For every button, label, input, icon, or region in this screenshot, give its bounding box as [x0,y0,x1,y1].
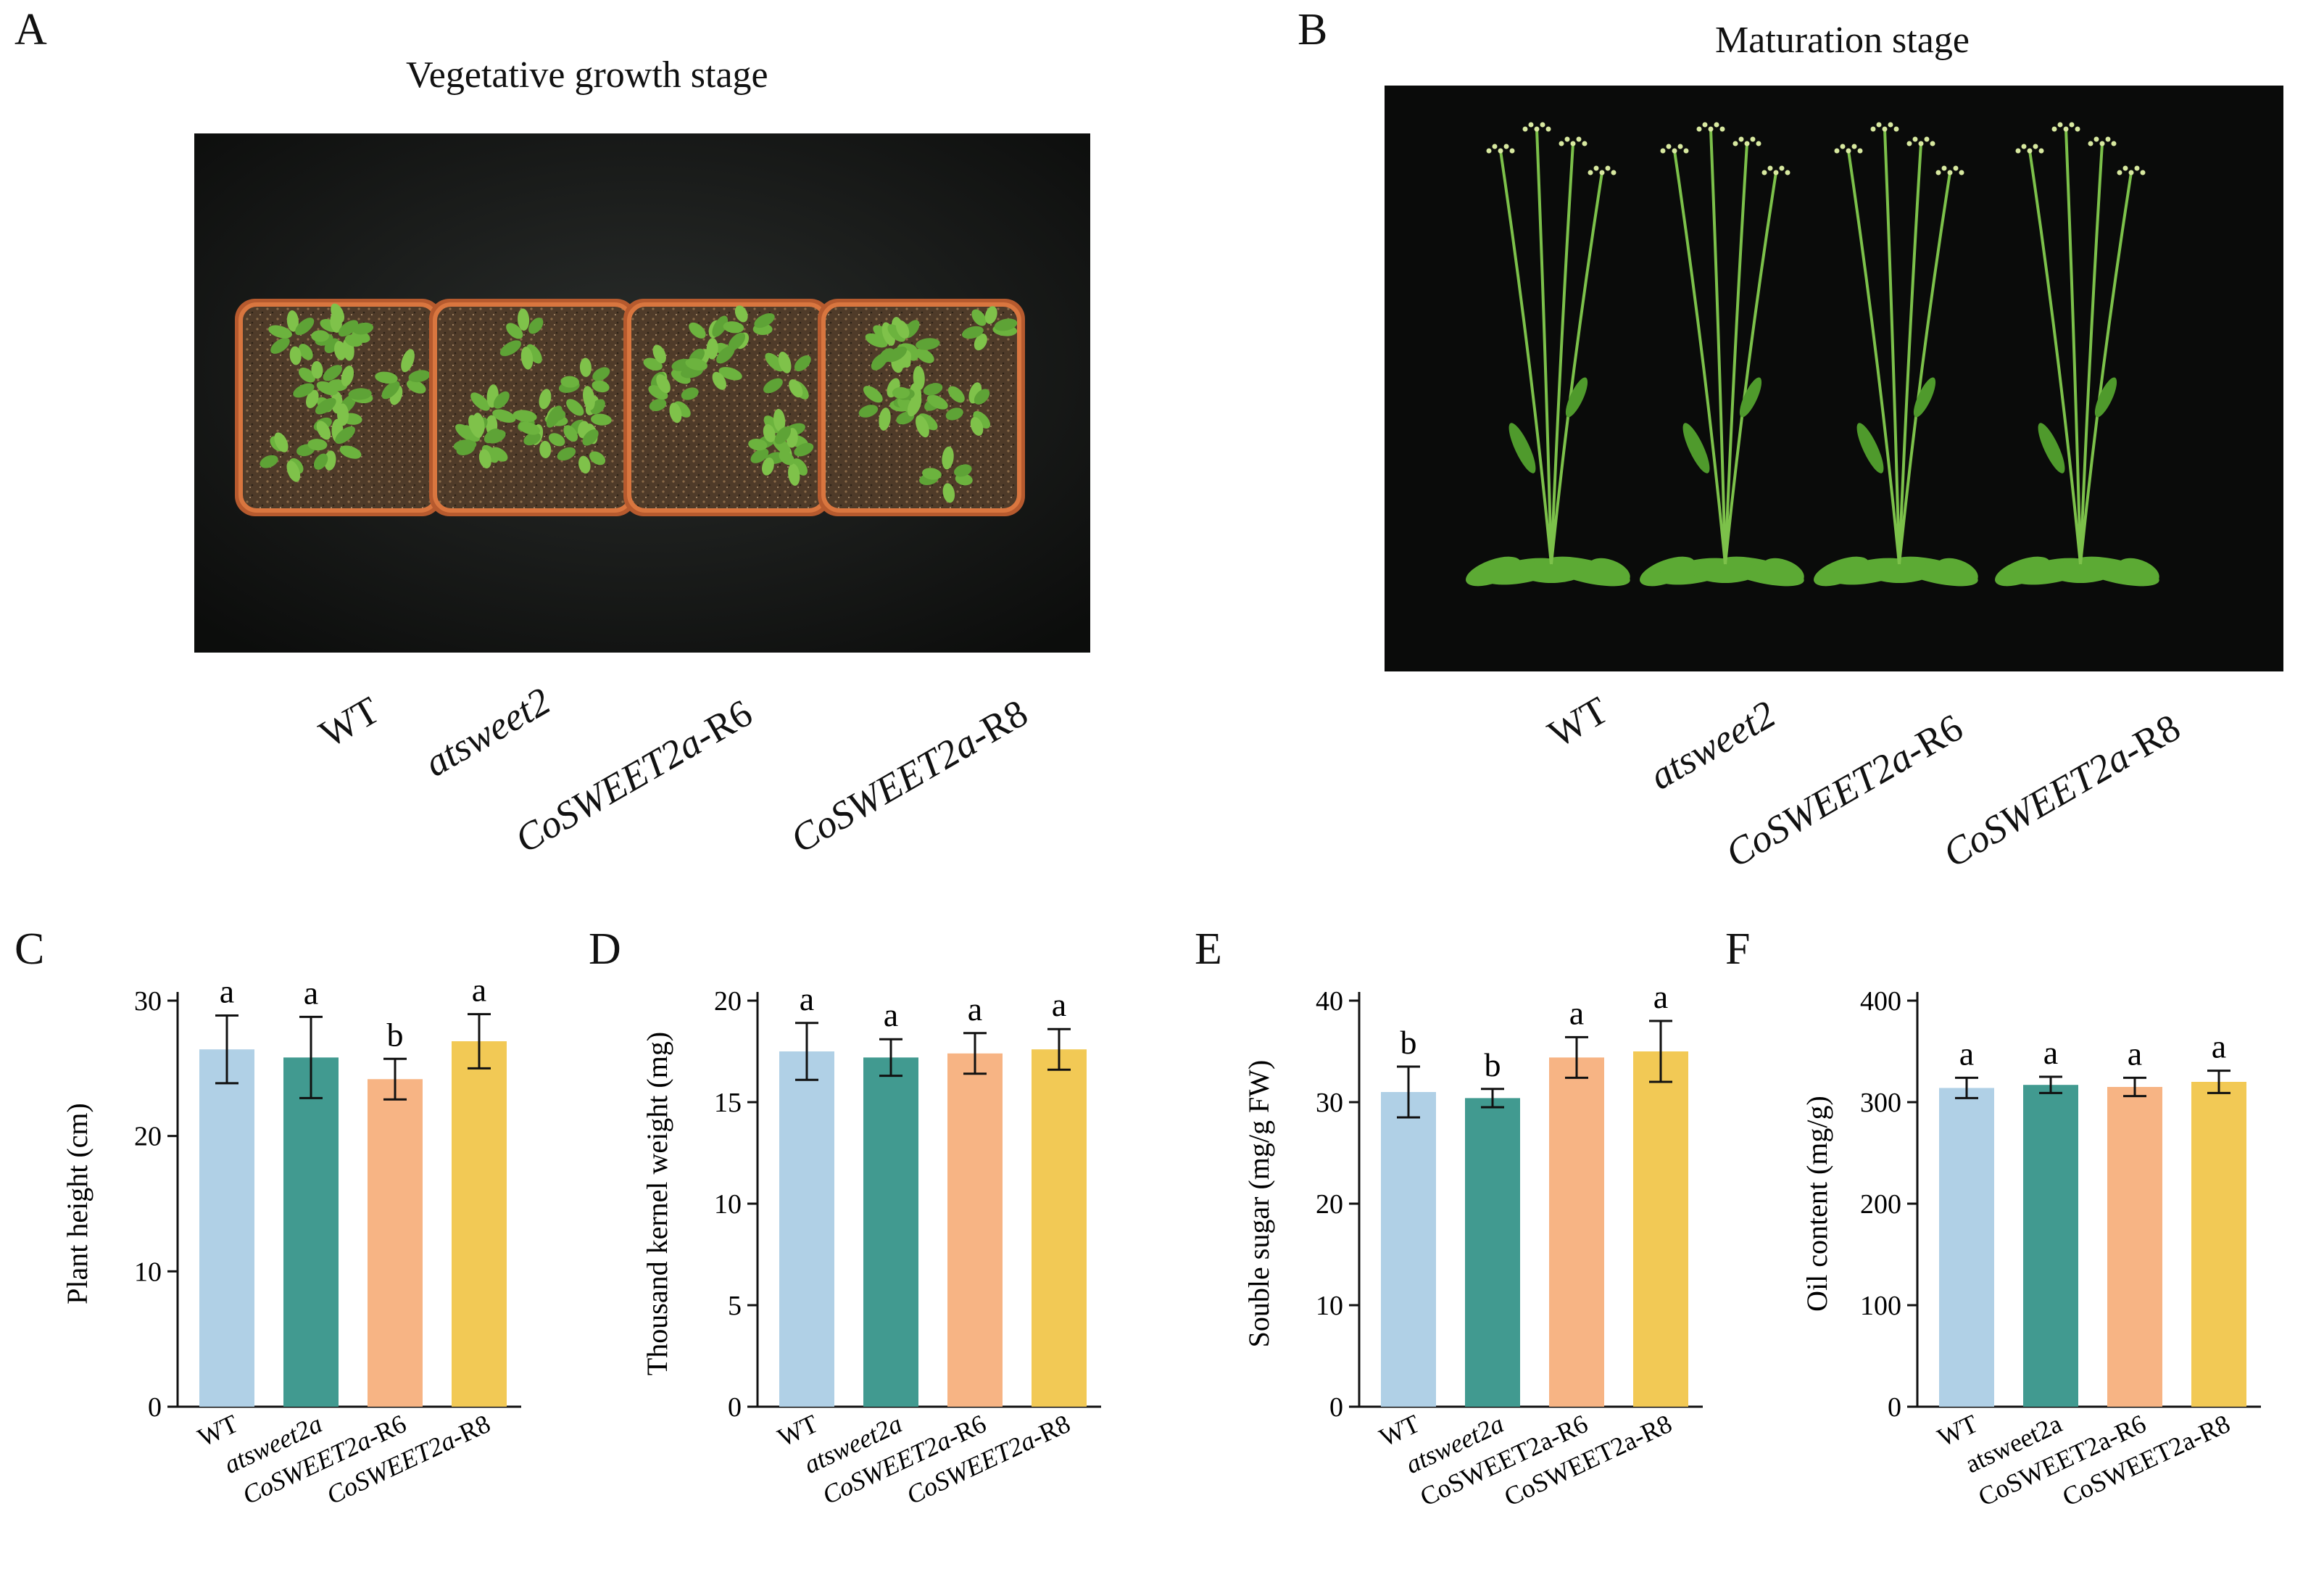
significance-letter: a [1052,986,1066,1023]
y-tick-label: 30 [1316,1088,1343,1118]
y-tick-label: 5 [728,1291,742,1321]
plant-height-ylabel: Plant height (cm) [61,1103,94,1304]
bar-2 [1465,1098,1520,1407]
pot-photo-illustration [194,133,1090,653]
significance-letter: a [1959,1035,1974,1072]
significance-letter: a [1569,994,1584,1031]
y-tick-label: 400 [1860,986,1901,1017]
panel-letter-f: F [1725,925,1751,974]
y-tick-label: 200 [1860,1189,1901,1220]
pot-1 [235,299,442,516]
bar-1 [779,1051,834,1407]
plant-1 [1466,122,1630,587]
photo-b-label-atsweet2: atsweet2 [1642,692,1783,798]
bar-3 [368,1079,423,1407]
significance-letter: a [884,996,898,1033]
significance-letter: b [1485,1046,1501,1083]
y-tick-label: 40 [1316,986,1343,1017]
significance-letter: a [2128,1035,2142,1072]
y-tick-label: 10 [134,1257,162,1287]
photo-a-label-atsweet2: atsweet2 [417,679,558,785]
chart-oil-content: Oil content (mg/g)0100200300400aWTaatswe… [1801,986,2261,1512]
y-tick-label: 300 [1860,1088,1901,1118]
y-tick-label: 0 [1329,1392,1343,1423]
pot-2 [429,299,636,516]
bar-4 [452,1041,507,1407]
significance-letter: b [387,1016,404,1053]
panel-letter-a: A [14,5,47,54]
y-tick-label: 0 [148,1392,162,1423]
panel-letter-c: C [14,925,45,974]
bar-4 [1633,1051,1688,1407]
panel-letter-d: D [589,925,621,974]
significance-letter: a [2043,1034,2058,1071]
pot-3 [623,299,831,516]
bar-3 [1549,1057,1604,1407]
photo-a-vegetative [194,133,1090,653]
significance-letter: b [1400,1024,1417,1061]
significance-letter: a [800,980,814,1017]
plant-2 [1640,122,1804,587]
bar-3 [947,1053,1003,1407]
photo-b-title: Maturation stage [1715,20,1970,61]
bar-1 [199,1049,254,1407]
thousand-kernel-weight-ylabel: Thousand kernel weight (mg) [641,1032,673,1376]
y-tick-label: 30 [134,986,162,1017]
plant-photo-illustration [1385,86,2283,671]
souble-sugar-ylabel: Souble sugar (mg/g FW) [1242,1060,1275,1348]
significance-letter: a [968,990,982,1027]
bar-2 [2023,1085,2078,1407]
pot-4 [818,299,1025,516]
y-tick-label: 0 [728,1392,742,1423]
plant-4 [1995,122,2159,587]
significance-letter: a [2212,1028,2226,1065]
significance-letter: a [220,973,234,1010]
chart-souble-sugar: Souble sugar (mg/g FW)010203040bWTbatswe… [1242,978,1703,1512]
panel-letter-b: B [1298,5,1328,54]
y-tick-label: 0 [1888,1392,1901,1423]
significance-letter: a [1653,978,1668,1015]
y-tick-label: 10 [1316,1291,1343,1321]
significance-letter: a [304,974,318,1011]
photo-a-title: Vegetative growth stage [406,54,768,96]
panel-letter-e: E [1195,925,1222,974]
photo-b-label-r8: CoSWEET2a-R8 [1935,705,2188,876]
bar-1 [1939,1088,1994,1407]
photo-a-label-r8: CoSWEET2a-R8 [783,690,1035,861]
bar-1 [1381,1092,1436,1407]
photo-b-maturation [1385,86,2283,671]
bar-4 [1032,1049,1087,1407]
oil-content-ylabel: Oil content (mg/g) [1801,1096,1833,1312]
y-tick-label: 20 [1316,1189,1343,1220]
photo-a-label-wt: WT [312,687,387,756]
bar-3 [2107,1087,2162,1407]
y-tick-label: 15 [714,1088,742,1118]
significance-letter: a [472,972,486,1009]
bar-2 [863,1057,918,1407]
bar-4 [2191,1082,2246,1407]
plant-3 [1814,122,1978,587]
y-tick-label: 20 [714,986,742,1017]
photo-b-label-wt: WT [1540,687,1616,756]
y-tick-label: 10 [714,1189,742,1220]
y-tick-label: 20 [134,1122,162,1152]
y-tick-label: 100 [1860,1291,1901,1321]
bar-2 [283,1057,339,1407]
